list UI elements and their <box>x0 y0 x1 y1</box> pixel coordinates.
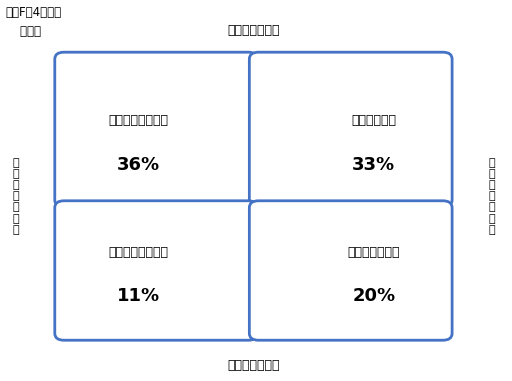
Text: 36%: 36% <box>117 156 160 174</box>
Text: ゆ
と
り
抵
抗
な
し: ゆ と り 抵 抗 な し <box>12 158 18 235</box>
Text: ＜きっちり層＞: ＜きっちり層＞ <box>348 246 400 259</box>
Text: ゆ
と
り
抵
抗
あ
り: ゆ と り 抵 抗 あ り <box>488 158 495 235</box>
Text: 図表F：4タイプ
    分析表: 図表F：4タイプ 分析表 <box>5 6 61 38</box>
Text: 33%: 33% <box>352 156 395 174</box>
Text: ＜つっぱしり層＞: ＜つっぱしり層＞ <box>108 246 168 259</box>
Text: ＜あせり層＞: ＜あせり層＞ <box>351 114 396 127</box>
Text: ゆとり自覚なし: ゆとり自覚なし <box>227 359 280 372</box>
FancyBboxPatch shape <box>249 52 452 207</box>
FancyBboxPatch shape <box>55 201 258 340</box>
Text: ＜真性ゆとり層＞: ＜真性ゆとり層＞ <box>108 114 168 127</box>
Text: 11%: 11% <box>117 287 160 306</box>
FancyBboxPatch shape <box>55 52 258 207</box>
FancyBboxPatch shape <box>249 201 452 340</box>
Text: 20%: 20% <box>352 287 395 306</box>
Text: ゆとり自覚あり: ゆとり自覚あり <box>227 24 280 37</box>
